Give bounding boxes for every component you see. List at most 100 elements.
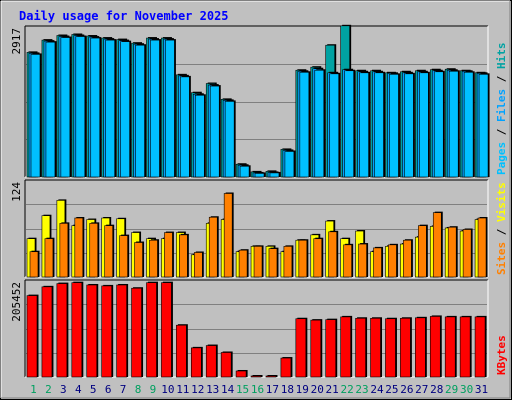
bar-sites-day-27	[418, 225, 427, 278]
bar-kbytes-day-30	[459, 316, 471, 378]
bar-sites-day-8	[134, 242, 143, 278]
day-label-27: 27	[415, 383, 428, 396]
visits-legend-entry: Sites	[495, 242, 508, 275]
hits-legend-entry: Pages	[495, 142, 508, 175]
bar-sites-day-3	[59, 223, 69, 278]
bar-sites-day-2	[44, 238, 54, 278]
bar-kbytes-day-17	[265, 375, 277, 378]
day-label-25: 25	[385, 383, 398, 396]
bar-pages-day-18	[284, 151, 295, 178]
bar-pages-day-21	[329, 73, 340, 178]
day-label-1: 1	[30, 383, 37, 396]
bar-pages-day-10	[165, 39, 175, 178]
day-label-14: 14	[221, 383, 235, 396]
bar-pages-day-30	[463, 71, 474, 178]
bar-pages-day-15	[239, 165, 250, 178]
bar-kbytes-day-18	[280, 357, 292, 378]
bar-kbytes-day-15	[235, 370, 247, 378]
bar-sites-day-16	[253, 246, 263, 278]
day-label-2: 2	[45, 383, 52, 396]
bar-sites-day-12	[193, 252, 203, 278]
bar-kbytes-day-27	[415, 317, 426, 378]
bar-kbytes-day-25	[385, 318, 396, 378]
bar-sites-day-11	[179, 234, 188, 278]
bar-pages-day-19	[299, 71, 310, 178]
bar-kbytes-day-24	[370, 317, 381, 378]
bar-sites-day-15	[238, 249, 248, 278]
bar-sites-day-25	[388, 244, 397, 278]
hits-legend-entry: Files	[495, 89, 508, 122]
bar-kbytes-day-10	[161, 282, 172, 378]
bar-kbytes-day-7	[116, 284, 127, 378]
bar-sites-day-29	[447, 226, 457, 278]
bar-sites-day-22	[343, 244, 352, 278]
hits-legend-entry: Hits	[495, 43, 508, 70]
bar-sites-day-6	[104, 225, 113, 278]
bar-pages-day-14	[224, 101, 235, 178]
bar-pages-day-25	[389, 74, 399, 178]
bar-pages-day-23	[359, 72, 369, 178]
bar-sites-day-20	[313, 238, 323, 278]
bar-sites-day-5	[89, 223, 99, 278]
bar-sites-day-19	[298, 239, 308, 278]
bar-pages-day-31	[478, 74, 489, 178]
bar-pages-day-12	[194, 94, 205, 178]
bar-pages-day-11	[180, 76, 190, 178]
bar-kbytes-day-4	[71, 282, 83, 378]
bar-kbytes-day-31	[474, 316, 486, 378]
bar-pages-day-29	[448, 70, 459, 178]
kbytes-max-label: 205452	[10, 282, 23, 322]
bar-pages-day-24	[374, 72, 384, 178]
bar-kbytes-day-23	[355, 317, 366, 378]
bar-sites-day-31	[477, 217, 487, 278]
bar-pages-day-2	[45, 41, 56, 178]
day-label-8: 8	[135, 383, 142, 396]
bar-pages-day-16	[254, 173, 265, 178]
bar-sites-day-23	[358, 243, 367, 278]
day-label-30: 30	[460, 383, 473, 396]
bar-pages-day-5	[90, 37, 101, 178]
bar-kbytes-day-16	[250, 375, 262, 378]
bar-kbytes-day-11	[176, 324, 187, 378]
bar-sites-day-26	[403, 239, 412, 278]
bar-pages-day-20	[314, 69, 325, 178]
day-label-31: 31	[475, 383, 488, 396]
hits-max-label: 2917	[10, 28, 23, 55]
bar-pages-day-27	[419, 72, 429, 178]
bar-kbytes-day-2	[41, 286, 53, 378]
day-label-11: 11	[176, 383, 189, 396]
hits-legend-entry: /	[495, 69, 508, 89]
bar-kbytes-day-1	[26, 295, 38, 378]
series-kbytes	[26, 281, 487, 378]
day-label-26: 26	[400, 383, 413, 396]
bar-pages-day-8	[135, 44, 145, 178]
bar-pages-day-17	[269, 172, 280, 178]
bar-kbytes-day-9	[146, 282, 157, 378]
bar-sites-day-13	[208, 216, 218, 278]
day-label-22: 22	[340, 383, 353, 396]
bar-pages-day-9	[150, 39, 160, 178]
bar-sites-day-30	[462, 229, 472, 278]
bar-kbytes-day-14	[220, 352, 232, 378]
bar-kbytes-day-3	[56, 283, 68, 378]
series-sites	[29, 192, 488, 278]
bar-kbytes-day-5	[86, 284, 98, 378]
day-label-19: 19	[296, 383, 309, 396]
day-label-21: 21	[326, 383, 339, 396]
bar-pages-day-4	[75, 36, 86, 178]
bar-kbytes-day-28	[429, 316, 441, 378]
bar-kbytes-day-22	[340, 316, 351, 378]
bar-kbytes-day-12	[190, 347, 202, 378]
bar-sites-day-4	[74, 217, 84, 278]
visits-legend-entry: Visits	[495, 182, 508, 222]
day-labels: 1 2 3 4 5 6 7 8 9 10 11 12 13 14 15 16 17 18 19 20 21 22 23 24 2…	[30, 383, 488, 396]
chart-title: Daily usage for November 2025	[19, 9, 229, 23]
bar-pages-day-26	[404, 73, 414, 178]
bar-sites-day-18	[283, 246, 293, 278]
day-label-18: 18	[281, 383, 294, 396]
bar-pages-day-13	[209, 85, 220, 178]
day-label-24: 24	[370, 383, 384, 396]
day-label-13: 13	[206, 383, 219, 396]
